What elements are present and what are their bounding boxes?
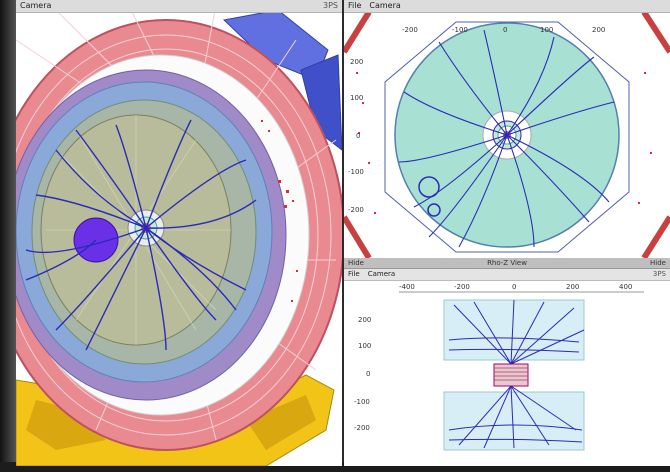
rphi-hits [356, 72, 652, 214]
rphi-x-axis-labels: -200 -100 0 100 200 [402, 26, 605, 34]
tick-label: 200 [592, 26, 605, 34]
rhoz-event-display[interactable]: -400 -200 0 200 400 200 100 0 -100 -200 [344, 280, 670, 466]
rphi-looper-2 [427, 203, 441, 217]
tick-label: 200 [566, 283, 579, 291]
rhoz-beampipe [493, 363, 529, 387]
hide-button-left[interactable]: Hide [348, 259, 364, 267]
tick-label: 100 [358, 342, 371, 350]
tick-label: -200 [454, 283, 470, 291]
rhoz-x-axis-labels: -400 -200 0 200 400 [399, 283, 632, 291]
3d-view-panel[interactable]: Camera 3PS [16, 0, 342, 466]
tick-label: 0 [366, 370, 370, 378]
tick-label: 0 [503, 26, 507, 34]
tick-label: 100 [540, 26, 553, 34]
rphi-event-display[interactable]: -200 -100 0 100 200 200 100 0 -100 -200 [344, 12, 670, 258]
tick-label: 100 [350, 94, 363, 102]
rphi-outer-octagon [384, 21, 630, 253]
tick-label: -200 [354, 424, 370, 432]
menu-3ps[interactable]: 3PS [323, 1, 338, 10]
rhoz-y-axis-labels: 200 100 0 -100 -200 [354, 316, 371, 432]
3d-view-menubar: Camera 3PS [16, 0, 342, 13]
window-frame-bottom [0, 462, 670, 472]
calorimeter-hits [261, 120, 298, 302]
rphi-view-menubar: File Camera [344, 0, 670, 13]
3d-event-display[interactable] [16, 0, 342, 466]
tick-label: -100 [348, 168, 364, 176]
rhoz-beampipe-lines [494, 367, 528, 381]
tick-label: 200 [358, 316, 371, 324]
tick-label: 0 [512, 283, 516, 291]
tick-label: 0 [356, 132, 360, 140]
tick-label: -100 [452, 26, 468, 34]
tick-label: -200 [348, 206, 364, 214]
tracks-3d [25, 119, 257, 351]
rhoz-view-menubar: File Camera 3PS [344, 269, 670, 281]
menu-camera[interactable]: Camera [20, 1, 52, 10]
tracks-rhoz-lower [448, 385, 583, 449]
menu-camera[interactable]: Camera [369, 1, 401, 10]
tick-label: -100 [354, 398, 370, 406]
menu-3ps[interactable]: 3PS [652, 270, 666, 278]
window-frame-left [0, 0, 16, 472]
tick-label: -200 [402, 26, 418, 34]
rhoz-view-panel[interactable]: Hide Rho-Z View Hide File Camera 3PS -40… [344, 258, 670, 466]
tracks-rhoz-upper [448, 299, 585, 365]
rphi-y-axis-labels: 200 100 0 -100 -200 [348, 58, 364, 214]
yoke-segment-1 [26, 400, 106, 450]
tick-label: 400 [619, 283, 632, 291]
tick-label: 200 [350, 58, 363, 66]
yoke-segment-2 [246, 395, 316, 450]
rphi-muon-corners [344, 12, 670, 258]
tick-label: -400 [399, 283, 415, 291]
rphi-looper-1 [418, 176, 440, 198]
menu-camera[interactable]: Camera [367, 270, 396, 278]
hide-button-right[interactable]: Hide [650, 259, 666, 267]
rhoz-titlebar: Hide Rho-Z View Hide [344, 258, 670, 269]
menu-file[interactable]: File [348, 270, 360, 278]
menu-file[interactable]: File [348, 1, 362, 10]
rphi-view-panel[interactable]: File Camera [344, 0, 670, 258]
tracks-rphi [398, 29, 615, 248]
rhoz-view-title: Rho-Z View [487, 259, 527, 267]
